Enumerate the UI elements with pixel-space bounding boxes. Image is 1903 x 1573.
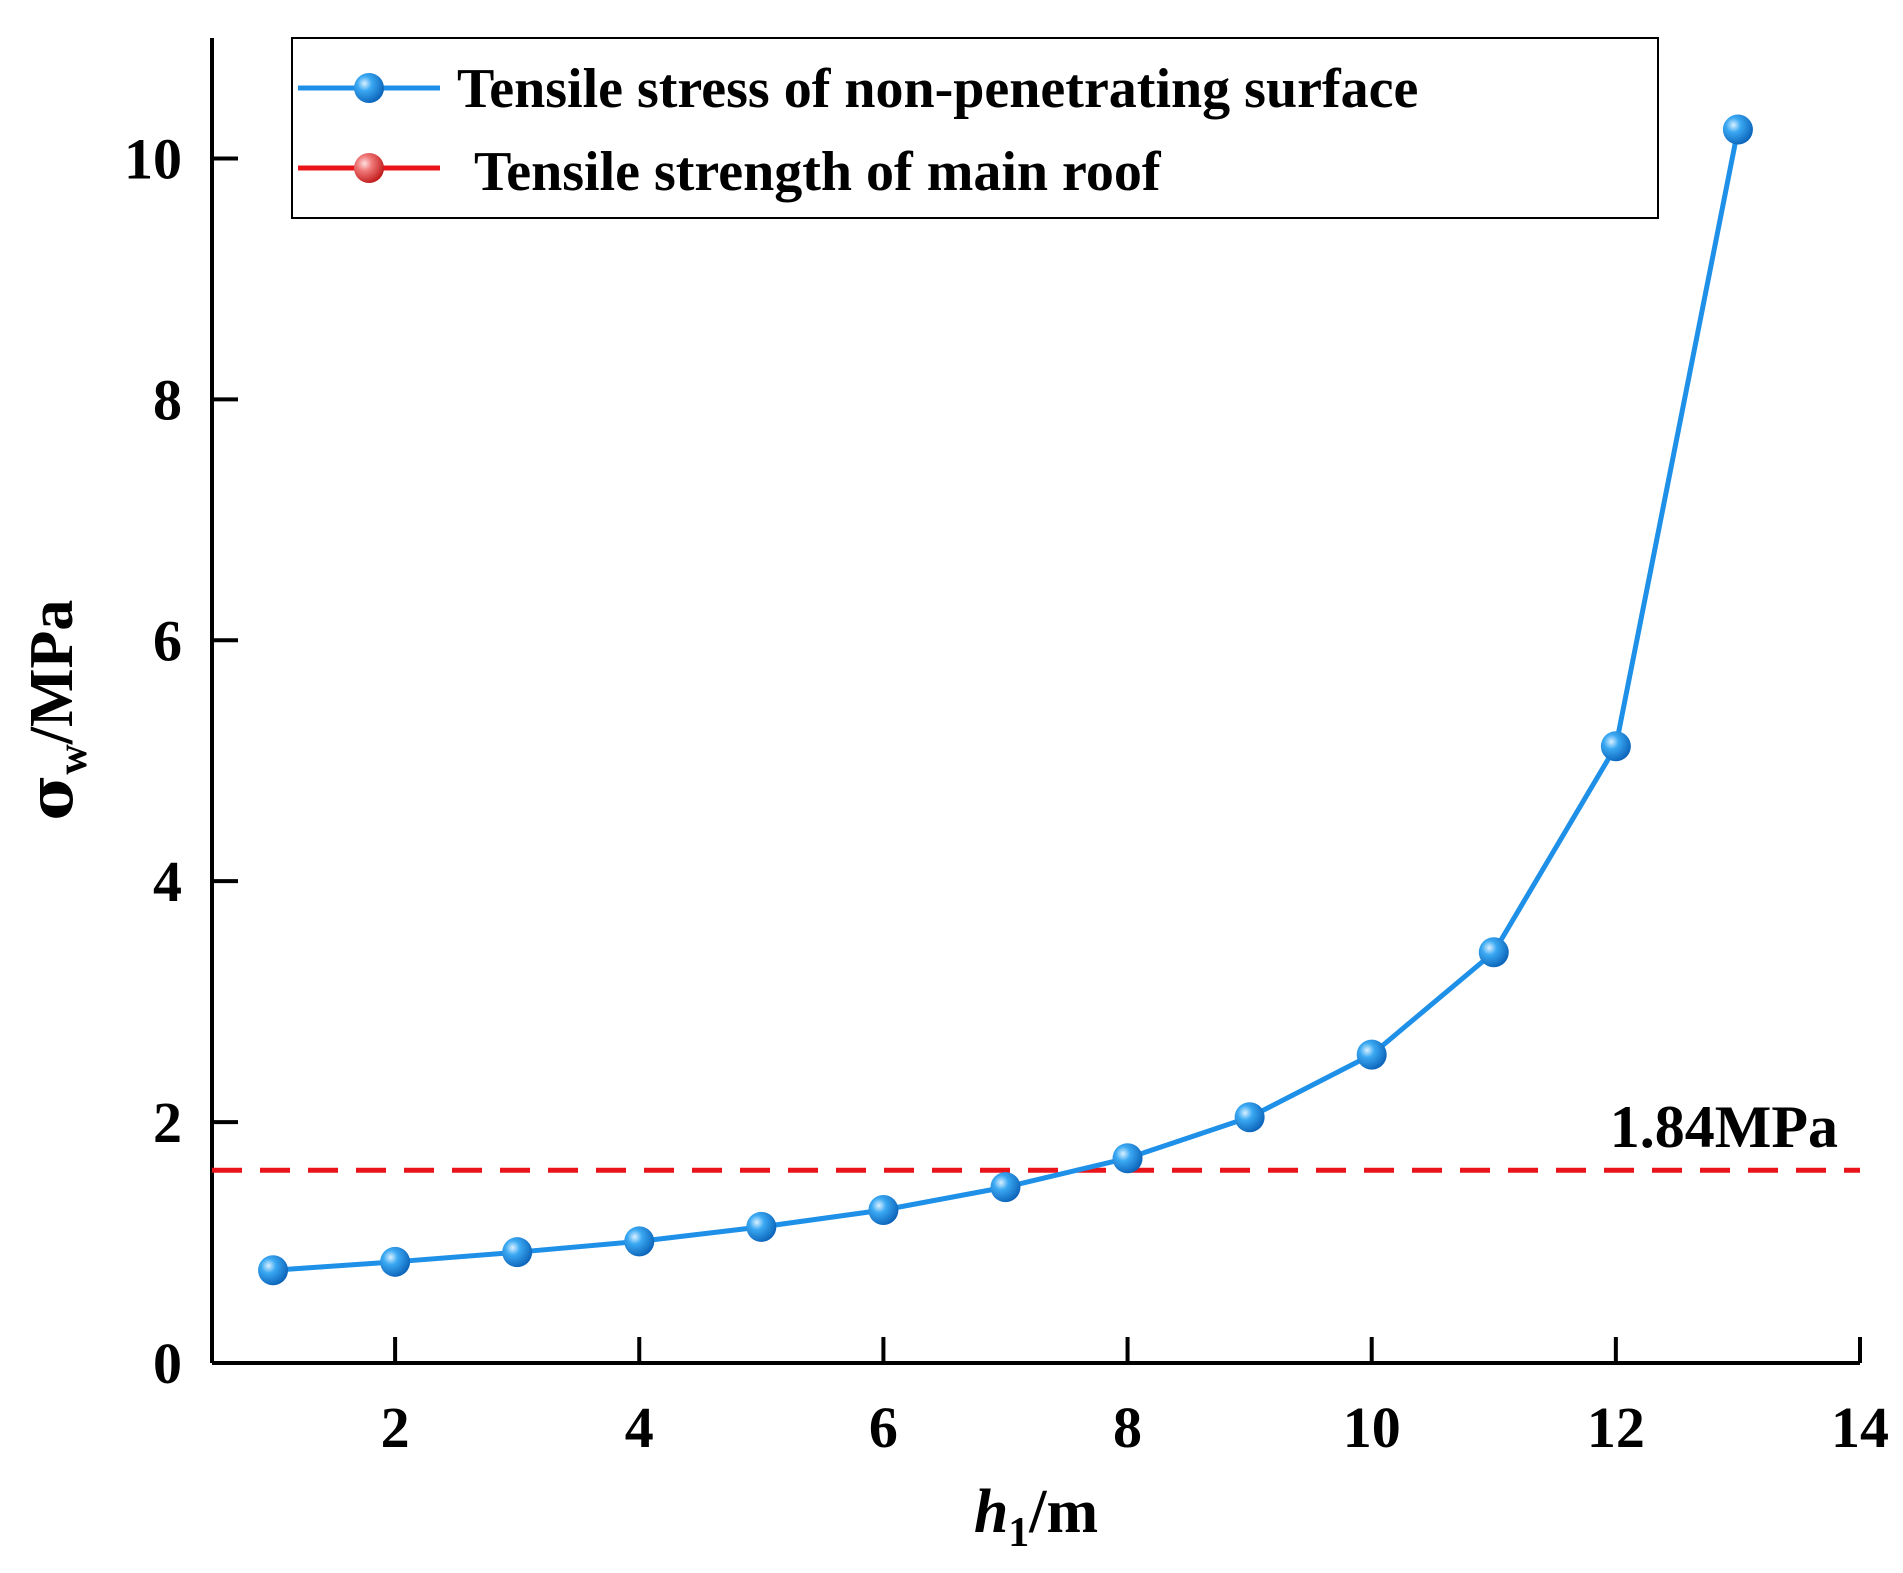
- x-tick-label: 14: [1831, 1395, 1889, 1460]
- x-axis-title-sub: 1: [1008, 1510, 1029, 1556]
- data-point: [1234, 1102, 1265, 1133]
- stress-series-points: [258, 114, 1753, 1286]
- x-tick-label: 12: [1587, 1395, 1645, 1460]
- y-ticks: 0 2 4 6 8 10: [124, 126, 238, 1396]
- y-tick-label: 6: [153, 608, 182, 673]
- y-tick-label: 10: [124, 126, 182, 191]
- y-axis-title-unit: /MPa: [18, 600, 86, 746]
- legend-stress-label: Tensile stress of non-penetrating surfac…: [457, 58, 1418, 120]
- x-tick-label: 2: [381, 1395, 410, 1460]
- data-point: [380, 1246, 411, 1277]
- y-tick-label: 4: [153, 849, 182, 914]
- y-tick-label: 2: [153, 1090, 182, 1155]
- y-axis-title-sub: w: [50, 744, 96, 775]
- y-axis-title-var: σ: [14, 775, 87, 821]
- y-axis-title: σw/MPa: [14, 600, 96, 821]
- data-point: [990, 1172, 1021, 1203]
- stress-series-line: [272, 129, 1741, 1273]
- data-point: [1478, 937, 1509, 968]
- legend-stress-marker: [354, 73, 384, 103]
- data-point: [624, 1226, 655, 1257]
- y-tick-label: 8: [153, 367, 182, 432]
- legend-box: [291, 37, 1659, 219]
- data-point: [1722, 114, 1753, 145]
- x-axis-title-unit: /m: [1028, 1478, 1098, 1546]
- threshold-annotation: 1.84MPa: [1610, 1094, 1838, 1160]
- data-point: [1600, 731, 1631, 762]
- data-point: [502, 1237, 533, 1268]
- data-point: [258, 1255, 289, 1286]
- legend-strength-label: Tensile strength of main roof: [474, 141, 1162, 203]
- x-tick-label: 8: [1113, 1395, 1142, 1460]
- x-ticks: 2 4 6 8 10 12 14: [381, 1337, 1889, 1460]
- data-point: [868, 1195, 899, 1226]
- data-point: [746, 1211, 777, 1242]
- x-axis-title-var: h: [974, 1478, 1008, 1546]
- x-tick-label: 6: [869, 1395, 898, 1460]
- y-tick-label: 0: [153, 1331, 182, 1396]
- x-tick-label: 4: [625, 1395, 654, 1460]
- x-tick-label: 10: [1343, 1395, 1401, 1460]
- legend-strength-marker: [354, 153, 384, 183]
- data-point: [1356, 1039, 1387, 1070]
- legend: Tensile stress of non-penetrating surfac…: [291, 37, 1659, 219]
- x-axis-title: h1/m: [974, 1478, 1098, 1556]
- data-point: [1112, 1143, 1143, 1174]
